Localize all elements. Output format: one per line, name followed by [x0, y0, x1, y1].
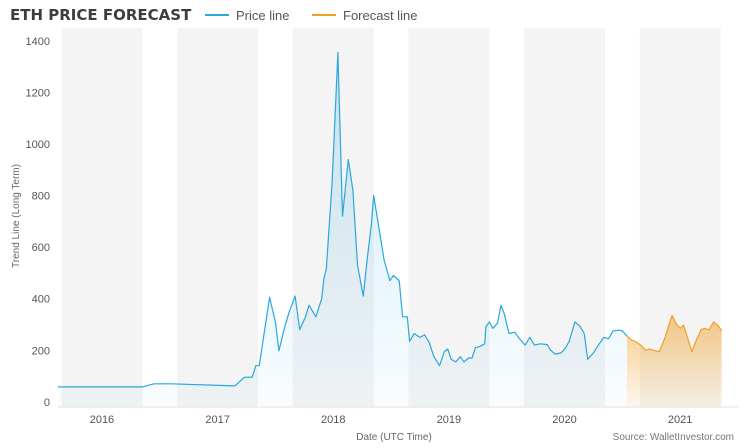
x-tick-label: 2018: [321, 414, 345, 426]
y-tick-label: 1200: [26, 87, 50, 99]
y-tick-label: 400: [32, 294, 50, 306]
y-axis-ticks: 0 200 400 600 800 1000 1200 1400: [26, 36, 50, 409]
y-tick-label: 200: [32, 345, 50, 357]
legend-label-price: Price line: [236, 8, 289, 23]
year-band-2016: [61, 28, 143, 407]
price-line-series: [58, 51, 628, 388]
x-axis-ticks: 2016 2017 2018 2019 2020 2021: [58, 406, 738, 426]
forecast-line-series: [626, 314, 723, 353]
y-tick-label: 800: [32, 191, 50, 203]
price-line-area: [58, 52, 627, 407]
x-tick-label: 2021: [668, 414, 692, 426]
x-tick-label: 2020: [552, 414, 576, 426]
series-areas: [58, 52, 722, 407]
series-lines: [58, 51, 723, 388]
y-tick-label: 0: [44, 397, 50, 409]
legend: Price line Forecast line: [205, 8, 417, 23]
y-tick-label: 1000: [26, 139, 50, 151]
forecast-line-area: [627, 315, 722, 407]
y-tick-label: 1400: [26, 36, 50, 48]
year-band-2017: [177, 28, 259, 407]
y-axis-title: Trend Line (Long Term): [11, 164, 22, 268]
x-tick-label: 2019: [437, 414, 461, 426]
x-tick-label: 2016: [90, 414, 114, 426]
source-note: Source: WalletInvestor.com: [613, 432, 734, 443]
legend-label-forecast: Forecast line: [343, 8, 417, 23]
x-tick-label: 2017: [205, 414, 229, 426]
x-axis-title: Date (UTC Time): [356, 432, 432, 443]
chart-title: ETH PRICE FORECAST: [10, 6, 192, 24]
y-tick-label: 600: [32, 242, 50, 254]
